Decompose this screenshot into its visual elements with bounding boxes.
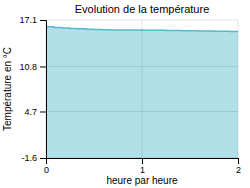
- tick-label: 17.1: [19, 15, 37, 25]
- grid: [46, 20, 238, 158]
- grid-line: [46, 66, 238, 67]
- x-axis: 0 1 2: [44, 158, 241, 175]
- tick-mark: [40, 66, 46, 67]
- tick-mark: [142, 158, 143, 164]
- tick-mark: [40, 158, 46, 159]
- tick: 0: [44, 158, 49, 175]
- axis-line: [40, 21, 47, 159]
- title: Evolution de la température: [75, 3, 210, 15]
- y-axis-title: Température en °C: [2, 47, 13, 131]
- tick: -1.6: [21, 153, 46, 163]
- grid-line: [46, 20, 238, 21]
- tick-mark: [238, 158, 239, 164]
- y-axis: -1.6 4.7 10.8 17.1: [19, 15, 46, 163]
- grid-line: [142, 20, 143, 158]
- x-axis-title: heure par heure: [106, 175, 178, 186]
- grid-line: [238, 20, 239, 158]
- tick-label: 2: [236, 165, 241, 175]
- tick-label: 1: [140, 165, 145, 175]
- tick-label: 10.8: [19, 62, 37, 72]
- tick-mark: [40, 112, 46, 113]
- grid-line: [46, 111, 238, 112]
- tick: 4.7: [24, 107, 46, 117]
- tick-label: 4.7: [24, 107, 37, 117]
- tick: 10.8: [19, 62, 46, 72]
- chart-container: 0 1 2 -1.6 4.7 10.8 17.1 Evolution de la tempér…: [0, 0, 250, 188]
- tick-label: 0: [44, 165, 49, 175]
- tick: 1: [140, 158, 145, 175]
- chart: 0 1 2 -1.6 4.7 10.8 17.1 Evolution de la tempér…: [0, 0, 250, 188]
- axis-line: [47, 159, 239, 165]
- tick: 17.1: [19, 15, 46, 25]
- tick-mark: [40, 20, 46, 21]
- tick: 2: [236, 158, 241, 175]
- tick-label: -1.6: [21, 153, 37, 163]
